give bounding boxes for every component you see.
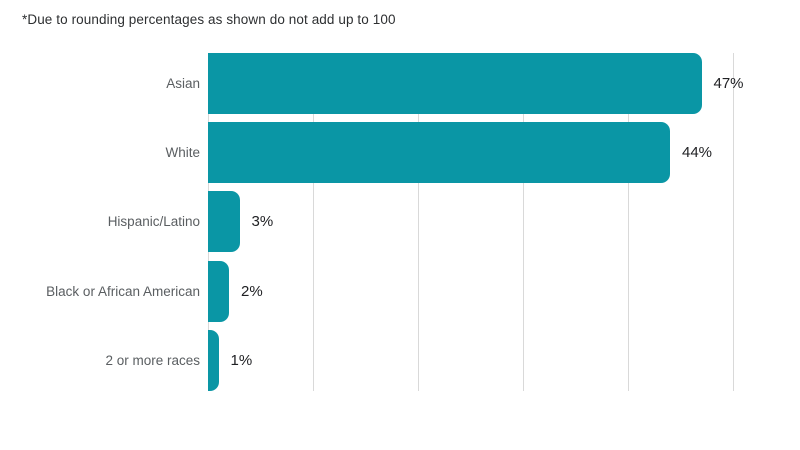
bar: [208, 191, 240, 253]
category-label: Hispanic/Latino: [107, 214, 200, 230]
chart-footnote: *Due to rounding percentages as shown do…: [22, 12, 396, 27]
gridline: [733, 53, 734, 391]
category-labels: Asian White Hispanic/Latino Black or Africa…: [0, 53, 200, 391]
value-label: 47%: [713, 75, 744, 92]
bar: [208, 53, 702, 114]
category-label: White: [165, 145, 200, 161]
chart-row: 1%: [208, 329, 253, 391]
bar: [208, 329, 219, 391]
value-label: 1%: [230, 351, 253, 369]
value-label: 44%: [682, 144, 713, 162]
value-label: 2%: [241, 282, 263, 300]
gridline: [418, 53, 419, 391]
gridline: [313, 53, 314, 391]
chart-row: 3%: [208, 191, 274, 253]
gridline: [523, 53, 524, 391]
bar: [208, 260, 229, 322]
category-label: Asian: [166, 76, 200, 91]
gridline: [628, 53, 629, 391]
chart-row: 47%: [208, 53, 744, 114]
chart-row: 44%: [208, 122, 713, 184]
plot-area: 47% 44% 3% 2% 1%: [208, 53, 768, 391]
bar: [208, 122, 670, 184]
category-label: Black or African American: [46, 283, 200, 299]
chart-row: 2%: [208, 260, 263, 322]
category-label: 2 or more races: [105, 352, 200, 368]
value-label: 3%: [251, 213, 274, 231]
